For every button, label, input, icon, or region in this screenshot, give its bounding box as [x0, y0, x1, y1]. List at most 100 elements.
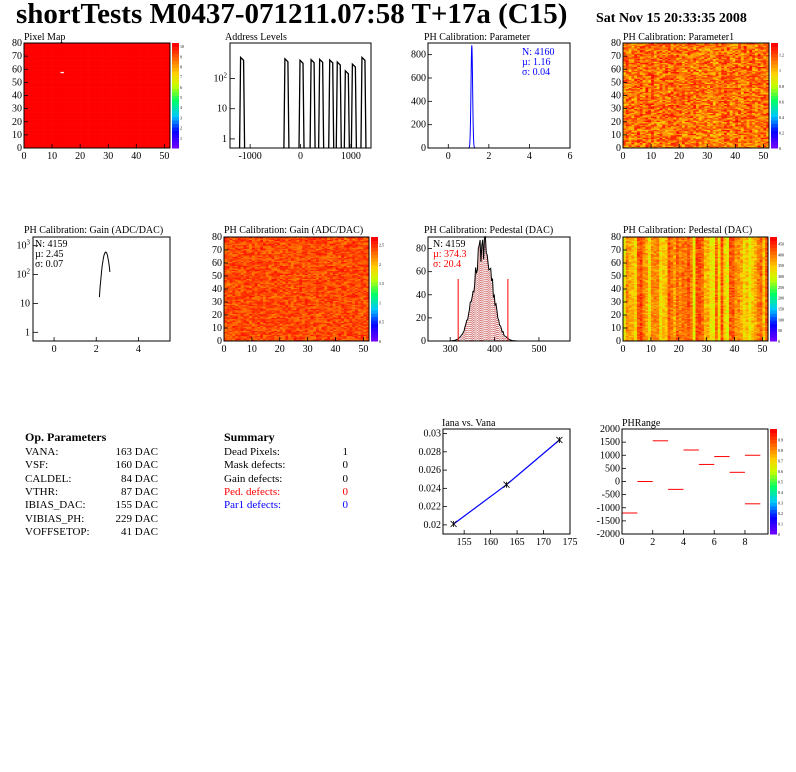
heatmap-cell	[63, 124, 67, 126]
heatmap-cell	[150, 99, 154, 102]
heatmap-cell	[136, 134, 140, 137]
heatmap-cell	[54, 64, 58, 66]
heatmap-cell	[71, 140, 75, 142]
heatmap-cell	[139, 146, 143, 149]
heatmap-cell	[63, 95, 67, 98]
heatmap-cell	[24, 45, 28, 48]
heatmap-cell	[66, 94, 70, 96]
heatmap-cell	[97, 45, 101, 48]
heatmap-cell	[52, 69, 56, 71]
heatmap-cell	[150, 132, 154, 134]
heatmap-cell	[634, 132, 638, 134]
heatmap-cell	[136, 104, 140, 107]
heatmap-cell	[40, 98, 44, 100]
heatmap-cell	[158, 95, 162, 98]
heatmap-cell	[631, 94, 635, 96]
heatmap-cell	[43, 100, 47, 103]
heatmap-cell	[97, 77, 101, 79]
heatmap-cell	[116, 141, 120, 144]
heatmap-cell	[26, 120, 30, 123]
heatmap-cell	[642, 74, 646, 77]
heatmap-cell	[85, 104, 89, 107]
heatmap-cell	[26, 115, 30, 117]
heatmap-cell	[125, 54, 129, 57]
heatmap-cell	[639, 58, 643, 61]
heatmap-cell	[130, 73, 134, 75]
heatmap-cell	[43, 142, 47, 145]
heatmap-cell	[46, 133, 50, 136]
heatmap-cell	[40, 58, 44, 61]
heatmap-cell	[116, 95, 120, 98]
heatmap-cell	[136, 71, 140, 74]
heatmap-cell	[119, 121, 123, 124]
heatmap-cell	[24, 88, 28, 91]
heatmap-cell	[43, 128, 47, 130]
heatmap-cell	[645, 108, 649, 111]
heatmap-cell	[125, 67, 129, 70]
heatmap-cell	[628, 52, 632, 54]
heatmap-cell	[108, 49, 112, 52]
heatmap-cell	[99, 128, 103, 130]
heatmap-cell	[99, 144, 103, 146]
heatmap-cell	[164, 111, 168, 113]
heatmap-cell	[91, 140, 95, 142]
heatmap-cell	[623, 45, 627, 48]
heatmap-cell	[136, 109, 140, 112]
heatmap-cell	[164, 65, 168, 67]
heatmap-cell	[32, 111, 36, 113]
heatmap-cell	[158, 49, 162, 52]
heatmap-cell	[82, 144, 87, 146]
heatmap-cell	[52, 142, 56, 145]
heatmap-cell	[97, 102, 101, 104]
heatmap-cell	[628, 81, 632, 83]
heatmap-cell	[141, 129, 146, 132]
heatmap-cell	[161, 92, 165, 95]
heatmap-cell	[88, 137, 92, 140]
heatmap-cell	[85, 61, 89, 63]
heatmap-cell	[150, 130, 154, 133]
heatmap-cell	[116, 132, 120, 134]
heatmap-cell	[628, 125, 632, 128]
heatmap-cell	[108, 116, 112, 119]
heatmap-cell	[122, 103, 126, 105]
heatmap-cell	[141, 128, 146, 130]
heatmap-cell	[32, 65, 36, 67]
heatmap-cell	[116, 108, 120, 111]
heatmap-cell	[111, 116, 115, 119]
heatmap-cell	[85, 117, 89, 120]
heatmap-cell	[130, 96, 134, 99]
heatmap-cell	[153, 125, 157, 128]
heatmap-cell	[82, 48, 87, 50]
heatmap-cell	[637, 146, 641, 149]
heatmap-cell	[26, 107, 30, 109]
heatmap-cell	[639, 53, 643, 56]
heatmap-cell	[645, 124, 649, 126]
heatmap-cell	[141, 71, 146, 74]
heatmap-cell	[35, 104, 39, 107]
heatmap-cell	[85, 103, 89, 105]
heatmap-cell	[623, 87, 627, 90]
heatmap-cell	[54, 125, 58, 128]
heatmap-cell	[29, 125, 33, 128]
heatmap-cell	[639, 50, 643, 53]
heatmap-cell	[66, 141, 70, 144]
heatmap-cell	[631, 95, 635, 98]
heatmap-cell	[88, 69, 92, 71]
heatmap-cell	[127, 123, 131, 125]
heatmap-cell	[32, 130, 36, 133]
heatmap-cell	[32, 48, 36, 50]
heatmap-cell	[52, 108, 56, 111]
heatmap-cell	[631, 44, 635, 46]
heatmap-cell	[32, 132, 36, 134]
heatmap-cell	[111, 52, 115, 54]
heatmap-cell	[71, 64, 75, 66]
heatmap-cell	[85, 113, 89, 116]
heatmap-cell	[77, 106, 81, 108]
heatmap-cell	[54, 82, 58, 84]
heatmap-cell	[99, 109, 103, 112]
heatmap-cell	[645, 132, 649, 134]
heatmap-cell	[32, 144, 36, 146]
heatmap-cell	[631, 125, 635, 128]
heatmap-cell	[634, 109, 638, 112]
heatmap-cell	[32, 102, 36, 104]
